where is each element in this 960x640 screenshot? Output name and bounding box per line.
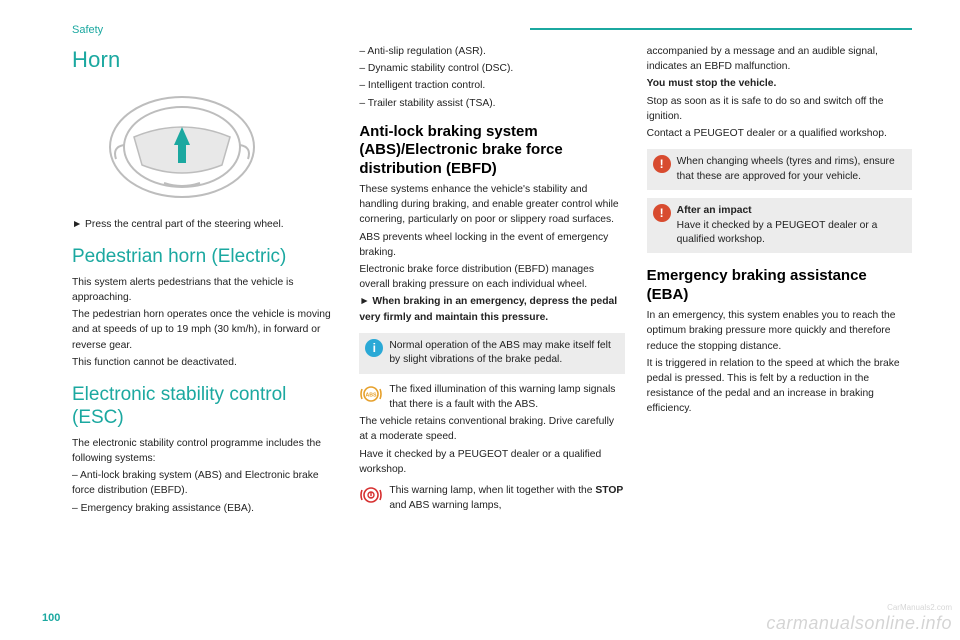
warning-icon: ! [653,155,671,173]
eba-heading: Emergency braking assistance (EBA) [647,267,912,304]
page-number: 100 [42,612,60,624]
esc-item-tsa: – Trailer stability assist (TSA). [359,96,624,111]
column-1: Horn ► Press the central part of the ste… [72,44,337,518]
abs-p1: These systems enhance the vehicle's stab… [359,182,624,228]
content-columns: Horn ► Press the central part of the ste… [72,44,912,518]
wheels-warning-note: ! When changing wheels (tyres and rims),… [647,149,912,190]
stop-lamp-text: This warning lamp, when lit together wit… [389,485,623,511]
esc-item-abs: – Anti-lock braking system (ABS) and Ele… [72,468,337,498]
abs-lamp-p2: The vehicle retains conventional braking… [359,414,624,444]
impact-warning-title: After an impact [677,205,752,216]
stop-warning-lamp-icon [359,484,383,506]
esc-item-itc: – Intelligent traction control. [359,78,624,93]
stop-lamp-text-b: STOP [595,485,623,496]
stop-warning-lamp-block: This warning lamp, when lit together wit… [359,483,624,513]
pedestrian-horn-heading: Pedestrian horn (Electric) [72,246,337,269]
stop-lamp-text-c: and ABS warning lamps, [389,500,501,511]
abs-heading: Anti-lock braking system (ABS)/Electroni… [359,123,624,178]
esc-item-eba: – Emergency braking assistance (EBA). [72,501,337,516]
abs-warning-lamp-icon: ABS [359,383,383,405]
steering-wheel-icon [92,87,272,207]
abs-info-note: i Normal operation of the ABS may make i… [359,333,624,374]
steering-wheel-figure [92,87,272,207]
watermark: carmanualsonline.info [766,613,952,634]
pedestrian-horn-p1: This system alerts pedestrians that the … [72,275,337,305]
impact-warning-note: ! After an impact Have it checked by a P… [647,198,912,253]
abs-warning-lamp-block: ABS The fixed illumination of this warni… [359,382,624,412]
stop-lamp-text-a: This warning lamp, when lit together wit… [389,485,595,496]
horn-heading: Horn [72,44,337,77]
ebfd-p3: Contact a PEUGEOT dealer or a qualified … [647,126,912,141]
column-2: – Anti-slip regulation (ASR). – Dynamic … [359,44,624,518]
esc-intro: The electronic stability control program… [72,436,337,466]
abs-lamp-p3: Have it checked by a PEUGEOT dealer or a… [359,447,624,477]
header-rule [530,28,912,30]
eba-p1: In an emergency, this system enables you… [647,308,912,354]
info-icon: i [365,339,383,357]
esc-heading: Electronic stability control (ESC) [72,384,337,430]
pedestrian-horn-p3: This function cannot be deactivated. [72,355,337,370]
abs-info-text: Normal operation of the ABS may make its… [389,340,610,365]
esc-item-asr: – Anti-slip regulation (ASR). [359,44,624,59]
ebfd-p2: Stop as soon as it is safe to do so and … [647,94,912,124]
ebfd-stop-vehicle: You must stop the vehicle. [647,76,912,91]
pedestrian-horn-p2: The pedestrian horn operates once the ve… [72,307,337,353]
abs-emergency-instruction: ► When braking in an emergency, depress … [359,294,624,324]
svg-text:ABS: ABS [366,392,377,398]
section-label: Safety [72,24,912,36]
abs-lamp-text: The fixed illumination of this warning l… [389,384,615,410]
warning-icon: ! [653,204,671,222]
wheels-warning-text: When changing wheels (tyres and rims), e… [677,156,895,181]
horn-instruction: ► Press the central part of the steering… [72,217,337,232]
abs-p3: Electronic brake force distribution (EBF… [359,262,624,292]
esc-item-dsc: – Dynamic stability control (DSC). [359,61,624,76]
abs-p2: ABS prevents wheel locking in the event … [359,230,624,260]
impact-warning-body: Have it checked by a PEUGEOT dealer or a… [677,220,878,245]
eba-p2: It is triggered in relation to the speed… [647,356,912,417]
watermark-small: CarManuals2.com [887,603,952,612]
column-3: accompanied by a message and an audible … [647,44,912,518]
manual-page: Safety Horn ► Press the central part [0,0,960,640]
ebfd-continuation: accompanied by a message and an audible … [647,44,912,74]
